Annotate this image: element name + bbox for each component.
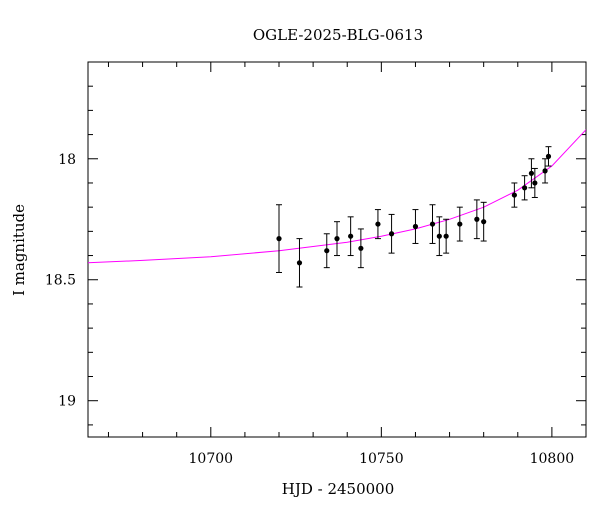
data-point (388, 231, 395, 237)
data-point (474, 216, 480, 222)
x-tick-label: 10700 (189, 451, 234, 467)
data-point (522, 185, 528, 191)
x-tick-labels: 10700 10750 10800 (189, 451, 575, 467)
data-point (528, 170, 535, 176)
data-point (429, 221, 436, 227)
data-point (324, 248, 330, 254)
axis-ticks (88, 61, 587, 437)
data-point (545, 153, 552, 159)
y-tick-label: 18 (58, 152, 76, 168)
data-point (296, 260, 303, 266)
x-axis-label: HJD - 2450000 (282, 480, 395, 498)
plot-frame (87, 61, 587, 438)
data-point (436, 233, 442, 239)
data-point (412, 223, 419, 230)
data-point (511, 192, 517, 198)
y-tick-label: 18.5 (45, 273, 76, 289)
data-points (276, 146, 552, 288)
data-point (481, 219, 487, 225)
data-point (348, 233, 354, 239)
data-point (375, 221, 381, 227)
x-tick-label: 10800 (530, 451, 575, 467)
data-point (457, 221, 463, 227)
y-tick-labels: 18 18.5 19 (45, 152, 76, 410)
y-tick-label: 19 (58, 394, 76, 410)
data-point (358, 245, 364, 251)
data-point (532, 180, 538, 186)
y-axis-label: I magnitude (10, 204, 28, 296)
data-point (443, 233, 449, 239)
chart-title: OGLE-2025-BLG-0613 (253, 26, 423, 44)
x-tick-label: 10750 (359, 451, 404, 467)
data-point (542, 168, 548, 174)
data-point (276, 236, 282, 242)
data-point (334, 236, 340, 242)
